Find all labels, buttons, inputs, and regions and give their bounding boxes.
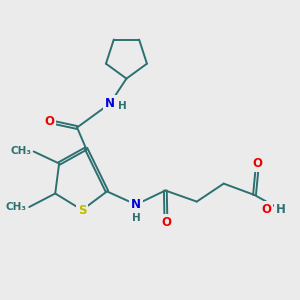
Text: O: O <box>44 115 54 128</box>
Text: S: S <box>78 203 86 217</box>
Text: N: N <box>105 97 115 110</box>
Text: H: H <box>118 101 127 111</box>
Text: O: O <box>253 157 262 170</box>
Text: H: H <box>276 203 286 216</box>
Text: H: H <box>132 213 140 223</box>
Text: N: N <box>131 198 141 211</box>
Text: CH₃: CH₃ <box>6 202 27 212</box>
Text: O: O <box>261 203 271 216</box>
Text: O: O <box>161 215 171 229</box>
Text: CH₃: CH₃ <box>10 146 31 157</box>
